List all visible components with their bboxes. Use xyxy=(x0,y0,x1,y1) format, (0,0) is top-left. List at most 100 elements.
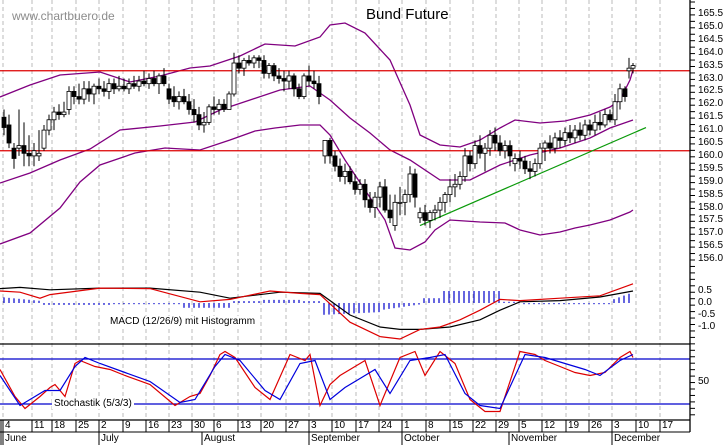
candle xyxy=(96,78,102,94)
candle xyxy=(432,204,438,221)
candle xyxy=(527,161,533,180)
day-label: 9 xyxy=(125,420,131,431)
candle xyxy=(196,106,202,131)
day-label: 17 xyxy=(662,420,674,431)
candle xyxy=(492,127,498,151)
candle xyxy=(11,143,17,169)
price-tick-label: 165.0 xyxy=(698,20,723,32)
day-label: 22 xyxy=(475,420,487,431)
candle xyxy=(512,153,518,172)
axes xyxy=(0,0,695,445)
day-label: 18 xyxy=(54,420,66,431)
candle xyxy=(462,148,468,182)
candle xyxy=(71,86,77,105)
candle xyxy=(61,101,67,118)
month-label: September xyxy=(311,433,360,444)
candle xyxy=(402,189,408,216)
day-label: 17 xyxy=(358,420,370,431)
candle xyxy=(296,83,302,100)
price-tick-label: 165.5 xyxy=(698,8,723,19)
candle xyxy=(357,179,363,195)
candle xyxy=(176,91,182,110)
candle xyxy=(171,86,177,107)
trend-line xyxy=(419,126,647,227)
candle xyxy=(387,194,393,223)
candle xyxy=(301,73,307,100)
candle xyxy=(587,119,593,136)
price-tick-label: 162.5 xyxy=(698,85,723,97)
candle xyxy=(206,104,212,125)
candle xyxy=(166,83,172,105)
candle xyxy=(21,122,27,167)
candle xyxy=(86,81,92,102)
candle xyxy=(161,68,167,87)
watermark: www.chartbuero.de xyxy=(12,9,115,23)
candle xyxy=(31,143,37,167)
price-tick-label: 156.5 xyxy=(698,240,723,252)
candle xyxy=(337,158,343,182)
candle xyxy=(362,179,368,208)
price-tick-label: 160.5 xyxy=(698,137,723,148)
candle xyxy=(26,135,32,167)
candle xyxy=(487,130,493,156)
candle xyxy=(457,171,463,190)
candle xyxy=(342,163,348,185)
candle xyxy=(91,83,97,105)
candle xyxy=(612,93,618,125)
candle xyxy=(472,140,478,169)
day-label: 29 xyxy=(498,420,510,431)
macd-tick-label: -1.0 xyxy=(698,321,716,332)
candle xyxy=(1,109,7,136)
candle xyxy=(251,55,257,69)
day-label: 30 xyxy=(194,420,206,431)
month-label: October xyxy=(404,433,440,444)
candle xyxy=(507,140,513,167)
candle xyxy=(106,78,112,100)
candle xyxy=(382,179,388,213)
candle xyxy=(577,122,583,141)
day-label: 23 xyxy=(171,420,183,431)
day-label: 20 xyxy=(263,420,275,431)
macd-line xyxy=(0,286,634,330)
candle xyxy=(467,150,473,172)
candle xyxy=(271,63,277,82)
candle xyxy=(131,75,137,89)
candle xyxy=(542,140,548,162)
day-label: 19 xyxy=(568,420,580,431)
candle xyxy=(582,119,588,141)
candle xyxy=(151,70,157,87)
price-tick-label: 160.0 xyxy=(698,149,723,161)
price-tick-label: 159.0 xyxy=(698,175,723,187)
candle xyxy=(191,99,197,123)
candle xyxy=(602,109,608,128)
candle xyxy=(332,150,338,172)
candle xyxy=(146,73,152,89)
month-label: December xyxy=(614,433,661,444)
candle xyxy=(517,150,523,169)
candle xyxy=(186,93,192,115)
candle xyxy=(552,132,558,154)
macd-tick-label: 0.0 xyxy=(698,297,712,308)
candle xyxy=(502,140,508,159)
candle xyxy=(181,88,187,105)
bollinger-lower xyxy=(0,124,634,251)
candle xyxy=(532,158,538,177)
day-label: 4 xyxy=(5,420,11,431)
chart-title: Bund Future xyxy=(366,6,449,23)
candle xyxy=(322,140,328,164)
bollinger-upper xyxy=(0,22,634,148)
day-label: 3 xyxy=(311,420,317,431)
day-label: 15 xyxy=(452,420,464,431)
candle xyxy=(327,137,333,164)
candle xyxy=(482,143,488,172)
candle xyxy=(6,114,12,149)
day-label: 13 xyxy=(240,420,252,431)
day-label: 24 xyxy=(381,420,393,431)
candle xyxy=(241,57,247,76)
candle xyxy=(422,204,428,226)
price-tick-label: 164.5 xyxy=(698,33,723,45)
candle xyxy=(281,70,287,92)
candle xyxy=(452,173,458,198)
candle xyxy=(377,181,383,208)
candle xyxy=(51,106,57,131)
